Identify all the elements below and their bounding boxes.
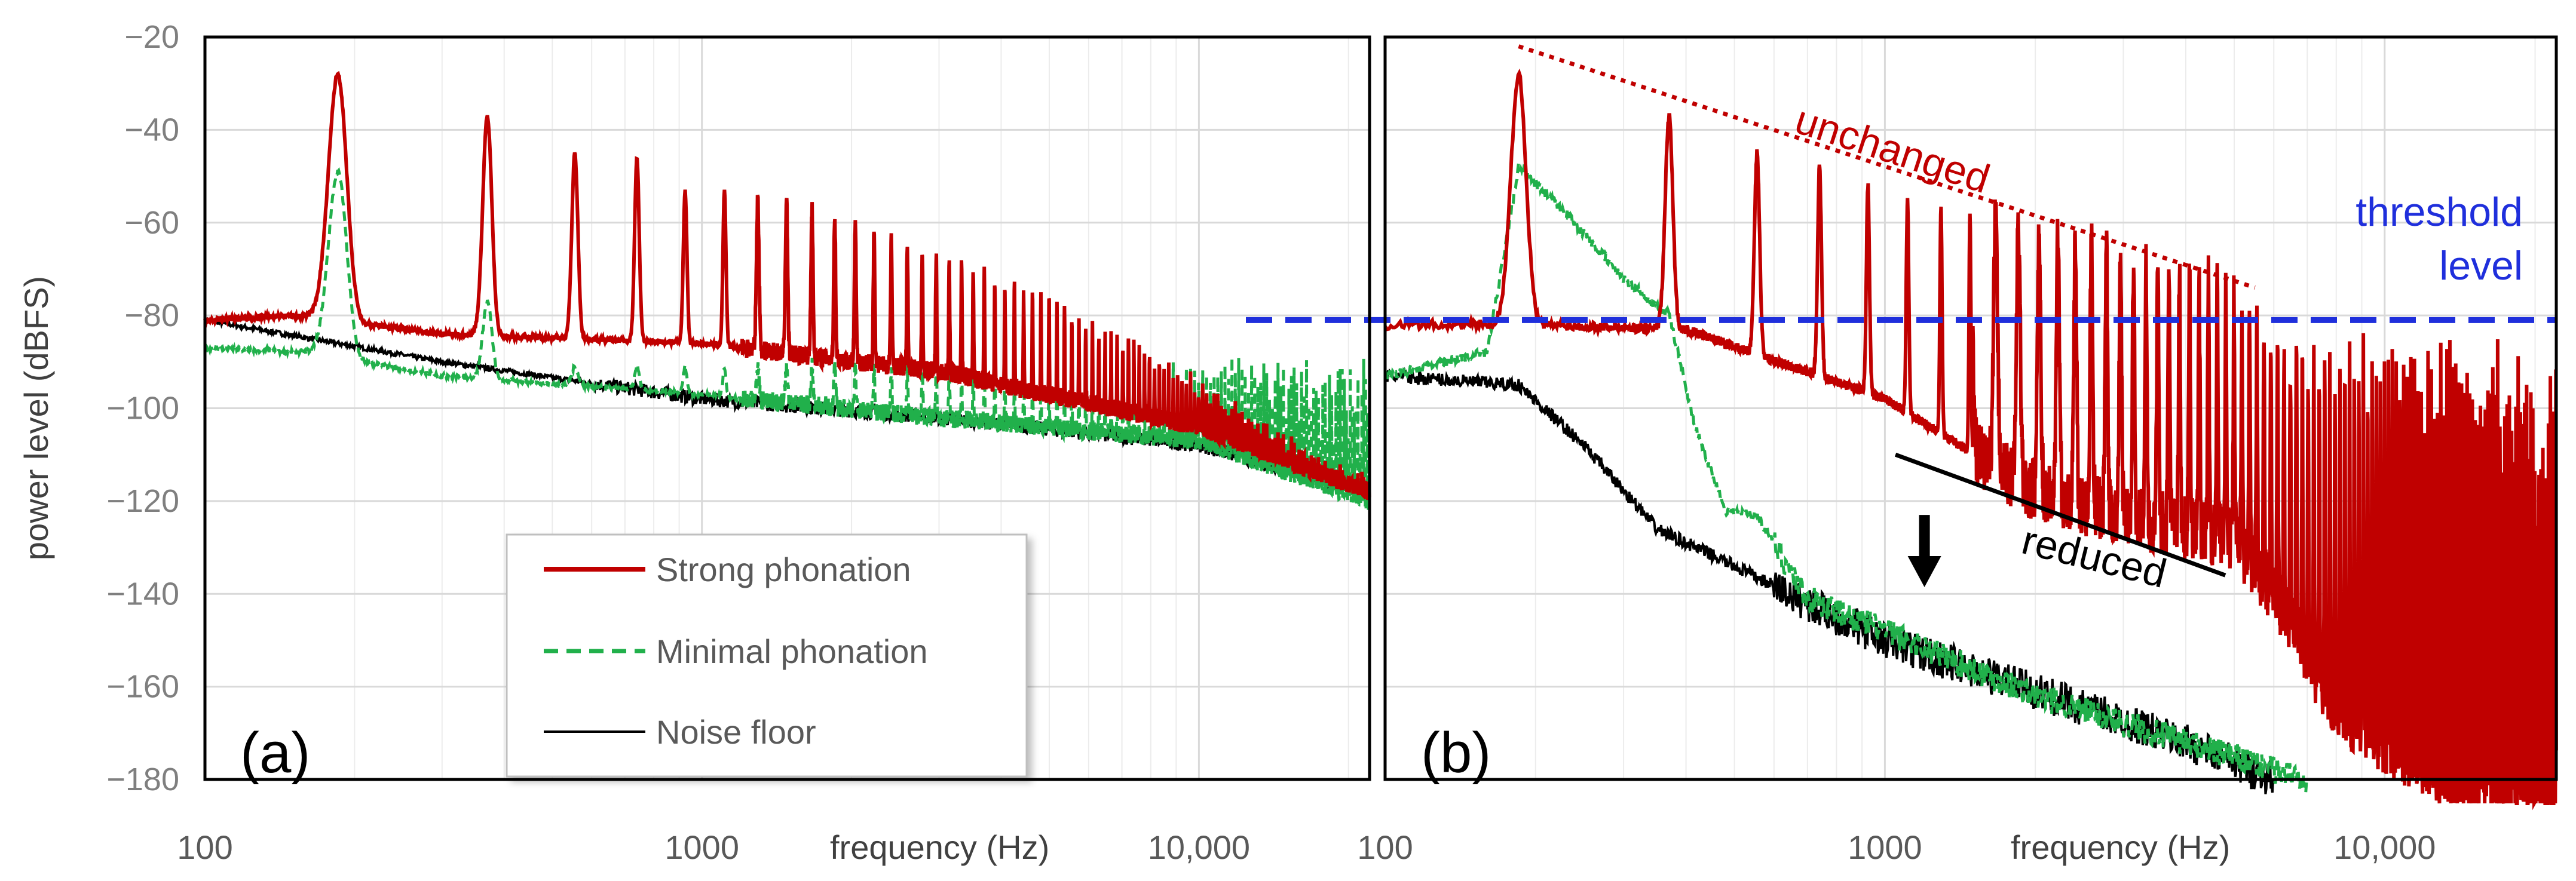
y-tick-label: −160	[106, 669, 179, 705]
y-axis-label: power level (dBFS)	[17, 276, 55, 560]
series-strong-phonation-a	[203, 70, 1371, 501]
legend-box	[506, 533, 1028, 778]
x-tick-label: 100	[1357, 828, 1413, 866]
y-tick-label: −40	[124, 112, 179, 148]
plot-area	[203, 44, 2558, 811]
threshold-annotation-line2: level	[2439, 243, 2523, 288]
x-tick-label: 1000	[664, 828, 739, 866]
x-tick-label: 100	[177, 828, 232, 866]
series-minimal-phonation-b	[1384, 160, 2308, 793]
panel-a-letter: (a)	[240, 721, 310, 785]
panel-frame	[203, 35, 1371, 781]
y-tick-label: −60	[124, 205, 179, 241]
panel-frame	[1383, 35, 2558, 781]
y-tick-label: −80	[124, 297, 179, 333]
unchanged-envelope-line	[1518, 44, 2256, 290]
panel-b-letter: (b)	[1421, 721, 1491, 785]
x-tick-label: 10,000	[2333, 828, 2436, 866]
legend-noise-label: Noise floor	[656, 713, 816, 751]
y-tick-label: −140	[106, 576, 179, 612]
x-tick-label: 1000	[1848, 828, 1922, 866]
series-strong-phonation-b	[1383, 68, 2558, 811]
reduced-envelope-line	[1894, 452, 2226, 578]
panel-b-x-axis-label: frequency (Hz)	[2011, 828, 2230, 866]
y-tick-label: −100	[106, 391, 179, 426]
threshold-annotation-line1: threshold	[2356, 189, 2523, 235]
panel-a-x-axis-label: frequency (Hz)	[830, 828, 1049, 866]
panel-frames	[203, 35, 2558, 781]
legend-strong-label: Strong phonation	[656, 551, 911, 588]
y-tick-label: −180	[106, 762, 179, 797]
y-tick-label: −20	[124, 19, 179, 55]
reduction-arrow-head	[1907, 555, 1941, 587]
y-tick-label: −120	[106, 483, 179, 519]
axis-ticks: 100 1000 10,000 100 1000 10,000 −20 −40 −60 −80 −1…	[106, 19, 2436, 866]
legend-minimal-label: Minimal phonation	[656, 633, 927, 670]
x-tick-label: 10,000	[1148, 828, 1250, 866]
